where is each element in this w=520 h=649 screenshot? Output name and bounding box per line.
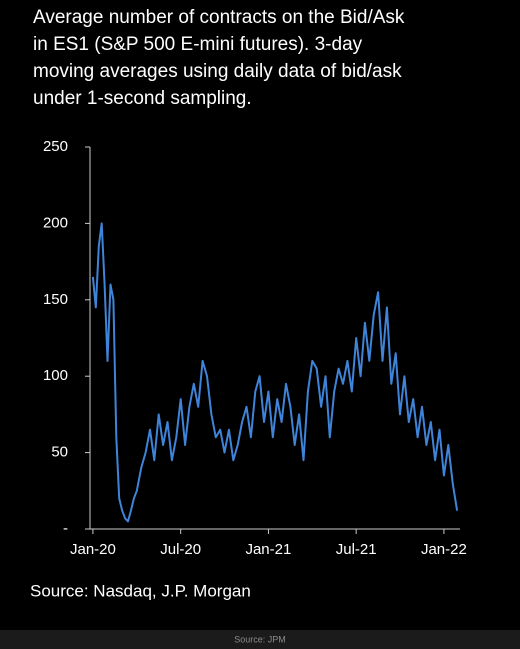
chart-title: under 1-second sampling. <box>33 88 252 109</box>
y-tick-label: 200 <box>43 214 68 231</box>
chart-title: moving averages using daily data of bid/… <box>33 61 402 82</box>
chart-title: Average number of contracts on the Bid/A… <box>33 7 405 28</box>
y-tick-label: 250 <box>43 138 68 155</box>
y-tick-label: 150 <box>43 291 68 308</box>
x-tick-label: Jan-22 <box>421 541 467 558</box>
y-tick-label: 50 <box>51 444 68 461</box>
x-tick-label: Jul-20 <box>160 541 201 558</box>
x-tick-label: Jul-21 <box>336 541 377 558</box>
background <box>0 0 520 630</box>
caption: Source: JPM <box>234 634 286 644</box>
caption-bar <box>0 630 520 649</box>
source: Source: Nasdaq, J.P. Morgan <box>30 581 251 600</box>
chart-title: in ES1 (S&P 500 E-mini futures). 3-day <box>33 34 363 55</box>
x-tick-label: Jan-21 <box>245 541 291 558</box>
y-tick-label: 100 <box>43 367 68 384</box>
y-tick-label: - <box>63 520 68 537</box>
line-series <box>91 222 459 523</box>
x-tick-label: Jan-20 <box>70 541 116 558</box>
